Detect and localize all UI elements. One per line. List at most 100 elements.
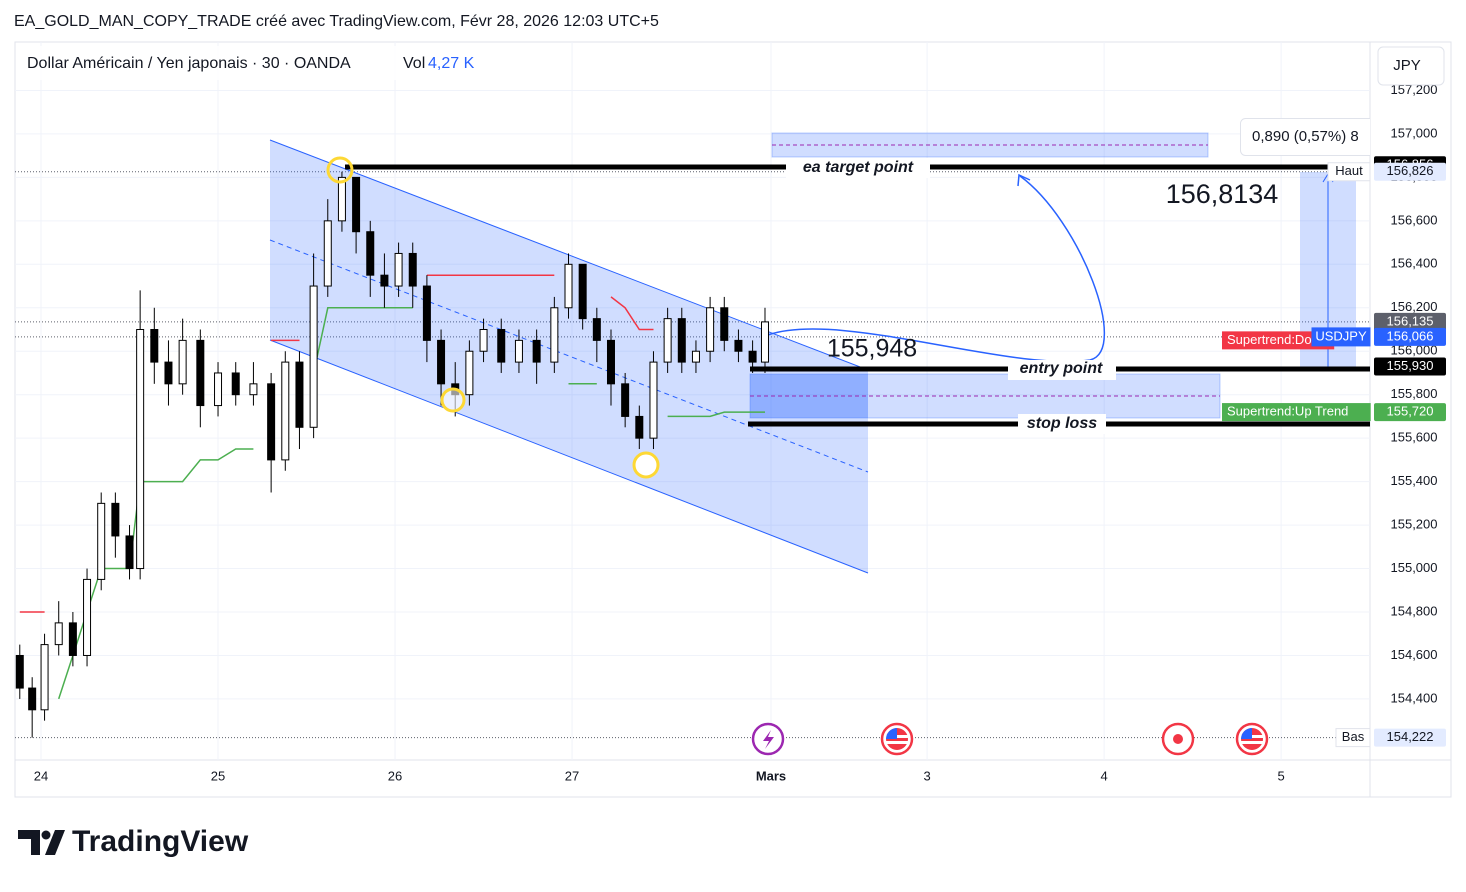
entry-label: entry point <box>1020 360 1103 377</box>
candle-body <box>760 321 769 363</box>
candle-body <box>136 329 145 570</box>
target-label: ea target point <box>803 159 914 176</box>
candle-body <box>83 578 92 656</box>
event-icon-bolt <box>763 730 774 749</box>
candle-body <box>54 622 63 646</box>
candle-body <box>295 361 304 428</box>
y-tick-label: 155,600 <box>1391 430 1438 445</box>
y-tick-label: 157,200 <box>1391 82 1438 97</box>
candle-body <box>663 318 672 363</box>
x-tick-label: Mars <box>756 768 786 783</box>
channel-fill <box>270 140 868 573</box>
candle-body <box>408 252 417 287</box>
y-tick-label: 155,000 <box>1391 560 1438 575</box>
x-tick-label: 27 <box>565 768 579 783</box>
supertrend-name-box <box>1222 403 1371 422</box>
candle-body <box>394 252 403 287</box>
y-tick-label: 156,600 <box>1391 212 1438 227</box>
header-title: EA_GOLD_MAN_COPY_TRADE créé avec Trading… <box>14 13 659 30</box>
pivot-marker <box>632 451 660 479</box>
candle-body <box>497 329 506 363</box>
flag-stripe <box>1241 741 1263 744</box>
logo-shape <box>45 830 65 855</box>
legend-volume-label: Vol <box>403 55 425 72</box>
overlay: ea target point entry point stop loss 15… <box>326 118 1370 756</box>
candle-body <box>734 339 743 352</box>
candle-body <box>164 361 173 385</box>
price-tag-label: 156,826 <box>1387 163 1434 178</box>
price-tag-name-box <box>1327 162 1371 182</box>
x-tick-label: 5 <box>1278 768 1285 783</box>
legend-title: Dollar Américain / Yen japonais · 30 · O… <box>27 55 351 72</box>
event-icon[interactable] <box>1161 722 1195 756</box>
candle-body <box>706 307 715 352</box>
label-bg <box>1018 414 1106 434</box>
price-annotation: 155,948 <box>827 335 917 363</box>
candle-body <box>514 339 523 363</box>
candle-body <box>323 220 332 287</box>
supertrend-name-box <box>1222 331 1335 350</box>
pivot-marker <box>326 156 354 184</box>
candle-body <box>125 535 134 570</box>
candle-body <box>309 285 318 428</box>
candle-body <box>15 654 24 689</box>
flag-canton <box>1241 728 1252 739</box>
candle-body <box>479 329 488 352</box>
candle-body <box>592 318 601 341</box>
x-tick-label: 24 <box>34 768 48 783</box>
candle-body <box>578 263 587 320</box>
candle-body <box>649 361 658 439</box>
price-tag-label: 156,135 <box>1387 313 1434 328</box>
candle-body <box>465 350 474 396</box>
candle-body <box>677 318 686 363</box>
candle-body <box>352 176 361 233</box>
candle-body <box>550 307 559 363</box>
axes: 154,400 154,600 154,800 155,000 155,200 155,4… <box>34 82 1446 783</box>
price-tag-name: Haut <box>1335 163 1363 178</box>
price-tag <box>1374 162 1446 181</box>
candle-body <box>380 274 389 287</box>
y-tick-label: 155,200 <box>1391 517 1438 532</box>
price-tag-name-box <box>1335 728 1371 748</box>
y-tick-label: 156,000 <box>1391 343 1438 358</box>
candle-body <box>564 263 573 309</box>
y-tick-label: 155,400 <box>1391 473 1438 488</box>
candle-body <box>68 622 77 656</box>
candle-body <box>97 502 106 580</box>
y-tick-label: 156,400 <box>1391 256 1438 271</box>
drawings <box>269 132 1356 574</box>
supertrend-name: Supertrend:Dow <box>1227 332 1322 347</box>
price-tag-name: Bas <box>1342 729 1365 744</box>
supertrend-name: Supertrend:Up Trend <box>1227 404 1348 419</box>
candle-body <box>111 502 120 537</box>
supertrend-line <box>57 307 765 700</box>
channel-bottom <box>269 339 869 574</box>
y-tick-label: 156,200 <box>1391 299 1438 314</box>
candle-body <box>606 339 615 385</box>
event-icon[interactable] <box>880 722 914 756</box>
candle-body <box>214 372 223 407</box>
price-tag <box>1374 728 1446 747</box>
event-icon[interactable] <box>1235 722 1269 756</box>
candle-body <box>40 644 49 711</box>
price-annotation: 156,8134 <box>1166 179 1279 209</box>
candle-body <box>621 383 630 417</box>
price-tag <box>1374 312 1446 331</box>
x-tick-label: 4 <box>1101 768 1108 783</box>
price-tag-label: 154,222 <box>1387 729 1434 744</box>
legend-bg <box>16 46 486 80</box>
candle-body <box>267 383 276 461</box>
label-bg <box>786 158 930 178</box>
x-tick-label: 25 <box>211 768 225 783</box>
candle-body <box>532 339 541 363</box>
price-tag-name-box <box>1311 327 1371 347</box>
currency-button[interactable] <box>1377 46 1445 86</box>
y-tick-label: 157,000 <box>1391 125 1438 140</box>
legend-volume-value: 4,27 K <box>428 55 475 72</box>
y-tick-label: 154,800 <box>1391 603 1438 618</box>
candle-body <box>150 329 159 363</box>
candle-body <box>635 415 644 439</box>
measure-popup-box <box>1240 118 1370 156</box>
candle-body <box>178 339 187 385</box>
